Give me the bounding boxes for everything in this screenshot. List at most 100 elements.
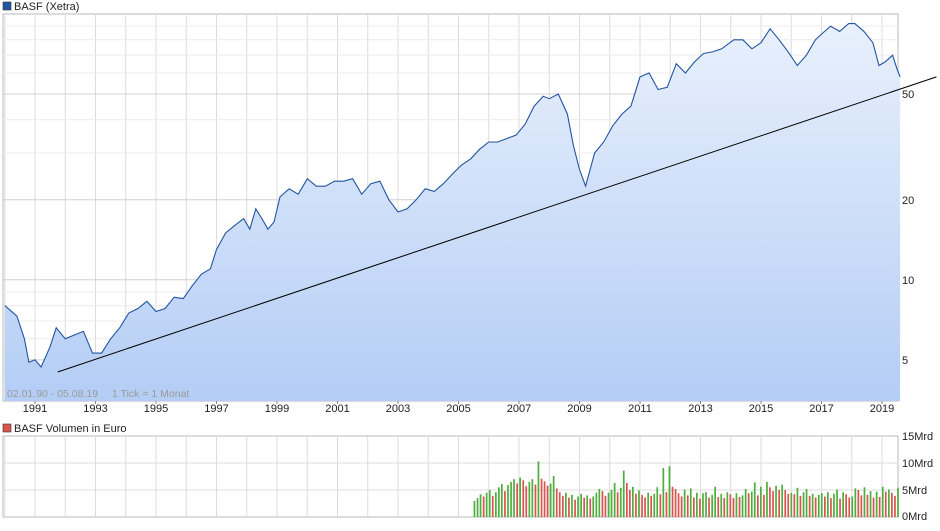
volume-bar	[537, 461, 540, 517]
volume-bar	[699, 498, 701, 517]
volume-bar	[817, 494, 820, 517]
volume-bar	[571, 494, 573, 517]
period-label: 02.01.90 - 05.08.19	[7, 388, 98, 400]
price-x-axis: 1991 1993 1995 1997 1999 2001 2003 2005 2007 2009…	[23, 401, 894, 415]
price-legend-swatch	[2, 1, 12, 11]
volume-bar	[674, 488, 677, 517]
volume-bar	[894, 495, 896, 517]
volume-bar	[616, 492, 619, 517]
volume-bar	[638, 490, 640, 517]
volume-bar	[589, 498, 592, 517]
volume-bar	[808, 495, 811, 517]
volume-bar	[555, 488, 558, 517]
volume-legend-swatch	[2, 423, 12, 433]
volume-bar	[875, 491, 878, 517]
volume-bars	[473, 461, 899, 517]
tick-interval-label: 1 Tick = 1 Monat	[112, 388, 189, 400]
volume-bar	[888, 489, 890, 517]
volume-bar	[476, 498, 479, 517]
volume-bar	[711, 494, 713, 517]
volume-bar	[644, 497, 646, 517]
volume-bar	[729, 494, 732, 517]
y-tick-label: 5	[902, 355, 908, 367]
volume-bar	[601, 491, 604, 517]
price-area-fill	[4, 23, 901, 401]
volume-bar	[884, 491, 887, 517]
volume-bar	[595, 492, 598, 517]
volume-bar	[647, 492, 649, 517]
volume-bar	[726, 492, 729, 517]
volume-bar	[814, 497, 817, 517]
volume-bar	[632, 486, 634, 517]
x-tick-label: 1997	[204, 403, 228, 415]
volume-bar	[848, 497, 851, 517]
volume-bar	[507, 485, 509, 517]
volume-bar	[778, 490, 780, 517]
volume-bar	[872, 497, 875, 517]
volume-bar	[781, 484, 783, 517]
volume-bar	[482, 496, 485, 517]
y-tick-label: 20	[902, 195, 914, 207]
volume-bar	[683, 489, 686, 517]
y-tick-label: 50	[902, 89, 914, 101]
volume-bar	[522, 480, 525, 517]
volume-bar	[656, 487, 659, 517]
volume-bar	[549, 483, 552, 517]
volume-bar	[705, 492, 707, 517]
volume-bar	[513, 479, 515, 517]
volume-bar	[501, 484, 503, 517]
volume-bar	[577, 496, 579, 517]
x-tick-label: 2015	[749, 403, 773, 415]
volume-bar	[592, 496, 595, 517]
volume-bar	[498, 487, 500, 517]
volume-bar	[842, 492, 844, 517]
volume-bar	[635, 493, 637, 517]
volume-bar	[479, 494, 482, 517]
volume-bar	[857, 490, 860, 517]
price-y-axis: 5 10 20 50	[902, 89, 914, 367]
volume-bar	[619, 487, 622, 517]
volume-bar	[629, 490, 631, 517]
volume-bar	[793, 494, 796, 517]
volume-bar	[757, 495, 759, 517]
volume-bar	[720, 493, 723, 517]
volume-bar	[488, 490, 491, 517]
volume-bar	[473, 500, 476, 517]
volume-y-tick-label: 10Mrd	[902, 458, 933, 470]
volume-bar	[784, 490, 787, 517]
volume-bar	[665, 492, 668, 517]
volume-bar	[820, 493, 823, 517]
volume-bar	[504, 491, 506, 517]
volume-bar	[714, 486, 716, 517]
volume-bar	[677, 493, 680, 517]
x-tick-label: 2005	[446, 403, 470, 415]
volume-bar	[708, 497, 710, 517]
volume-bar	[766, 481, 768, 517]
volume-bar	[546, 485, 549, 517]
volume-bar	[772, 491, 774, 517]
volume-bar	[769, 487, 771, 517]
volume-bar	[839, 498, 841, 517]
volume-bar	[568, 497, 570, 517]
volume-bar	[796, 487, 799, 517]
volume-bar	[689, 488, 692, 517]
x-tick-label: 2019	[870, 403, 894, 415]
volume-bar	[750, 491, 753, 517]
x-tick-label: 2011	[628, 403, 652, 415]
volume-bar	[583, 497, 585, 517]
volume-bar	[693, 497, 695, 517]
volume-bar	[586, 495, 588, 517]
y-tick-label: 10	[902, 275, 914, 287]
volume-bar	[863, 487, 866, 517]
volume-bar	[830, 498, 832, 517]
volume-bar	[735, 493, 738, 517]
volume-y-tick-label: 15Mrd	[902, 431, 933, 443]
volume-bar	[866, 494, 869, 517]
volume-bar	[854, 488, 857, 517]
volume-bar	[860, 495, 863, 517]
price-legend-label: BASF (Xetra)	[14, 1, 79, 13]
volume-bar	[519, 477, 521, 517]
x-tick-label: 2003	[386, 403, 410, 415]
volume-bar	[495, 492, 497, 517]
